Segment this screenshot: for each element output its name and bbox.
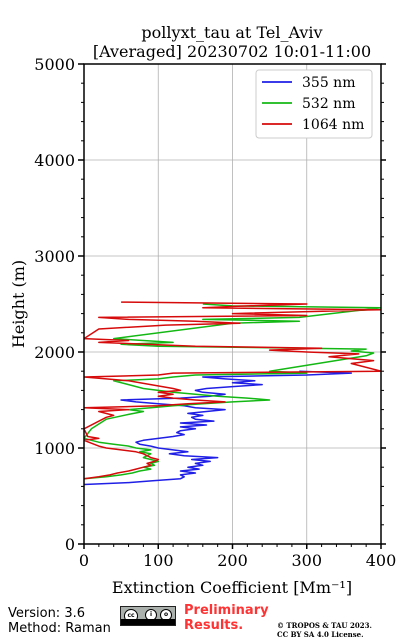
legend-box: [255, 69, 373, 139]
y-tick-label: 1000: [34, 439, 75, 458]
x-tick-label: 300: [291, 551, 322, 570]
copyright-line-2: CC BY SA 4.0 License.: [277, 630, 364, 639]
y-tick-label: 5000: [34, 55, 75, 74]
legend-label: 1064 nm: [302, 117, 364, 133]
cc-by-sa-icon: cc i o: [120, 606, 176, 626]
series-layer: [84, 301, 381, 486]
legend-label: 355 nm: [302, 75, 355, 91]
preliminary-line-1: Preliminary: [184, 603, 269, 618]
y-axis-label: Height (m): [9, 260, 28, 348]
preliminary-notice: Preliminary Results.: [184, 603, 269, 633]
copyright-notice: © TROPOS & TAU 2023. CC BY SA 4.0 Licens…: [277, 621, 372, 639]
x-tick-label: 200: [217, 551, 248, 570]
y-tick-label: 0: [65, 535, 75, 554]
legend: 355 nm 532 nm 1064 nm: [255, 69, 373, 139]
x-tick-label: 400: [366, 551, 397, 570]
series-line-1: [84, 370, 353, 486]
chart-title: pollyxt_tau at Tel_Aviv: [141, 23, 322, 42]
x-tick-label: 0: [79, 551, 89, 570]
method-text: Method: Raman: [8, 621, 111, 636]
version-text: Version: 3.6: [8, 606, 85, 621]
x-axis-label: Extinction Coefficient [Mm⁻¹]: [112, 578, 352, 597]
legend-label: 532 nm: [302, 96, 355, 112]
preliminary-line-2: Results.: [184, 618, 244, 633]
y-tick-label: 2000: [34, 343, 75, 362]
x-tick-label: 100: [143, 551, 174, 570]
series-line-3: [84, 301, 381, 480]
copyright-line-1: © TROPOS & TAU 2023.: [277, 621, 372, 630]
chart-canvas: pollyxt_tau at Tel_Aviv [Averaged] 20230…: [9, 23, 396, 597]
y-tick-label: 3000: [34, 247, 75, 266]
chart-subtitle: [Averaged] 20230702 10:01-11:00: [93, 42, 371, 61]
y-tick-label: 4000: [34, 151, 75, 170]
